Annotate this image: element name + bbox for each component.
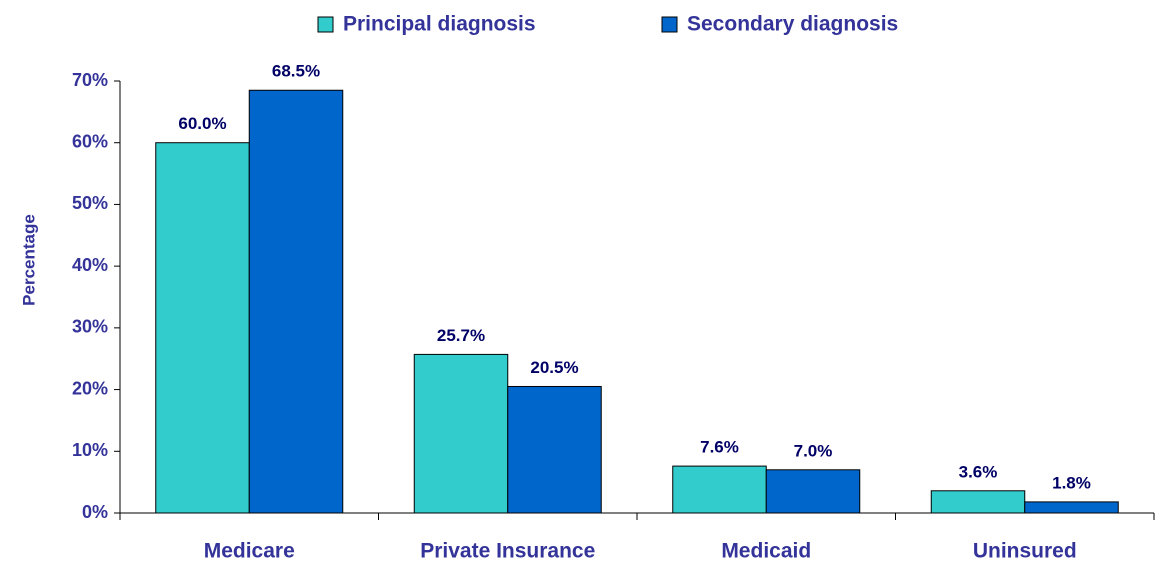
value-label: 7.0%: [794, 441, 833, 460]
value-label: 1.8%: [1052, 473, 1091, 492]
value-label: 7.6%: [700, 438, 739, 457]
bar: [1024, 501, 1119, 514]
bar: [248, 89, 344, 514]
legend-swatch: [661, 16, 678, 33]
value-label: 60.0%: [178, 114, 226, 133]
legend-label: Secondary diagnosis: [687, 13, 898, 36]
value-label: 3.6%: [959, 462, 998, 481]
x-tick-label: Uninsured: [973, 540, 1077, 563]
y-tick-label: 30%: [72, 317, 108, 337]
bar: [672, 465, 767, 514]
x-tick-label: Private Insurance: [420, 540, 595, 563]
y-tick-label: 70%: [72, 70, 108, 90]
value-label: 25.7%: [437, 326, 485, 345]
bar: [413, 353, 509, 514]
legend-label: Principal diagnosis: [343, 13, 536, 36]
y-tick-label: 50%: [72, 193, 108, 213]
y-tick-label: 60%: [72, 131, 108, 151]
x-tick-label: Medicare: [204, 540, 295, 563]
bar: [765, 469, 861, 514]
value-label: 68.5%: [272, 62, 320, 81]
y-axis-label: Percentage: [19, 214, 38, 306]
y-tick-label: 20%: [72, 378, 108, 398]
bar: [930, 490, 1026, 514]
y-tick-label: 10%: [72, 440, 108, 460]
y-tick-label: 40%: [72, 255, 108, 275]
bar: [507, 385, 602, 514]
y-tick-label: 0%: [82, 502, 108, 522]
x-tick-label: Medicaid: [721, 540, 811, 563]
legend-swatch: [317, 16, 334, 33]
value-label: 20.5%: [530, 358, 578, 377]
bar: [155, 142, 250, 514]
